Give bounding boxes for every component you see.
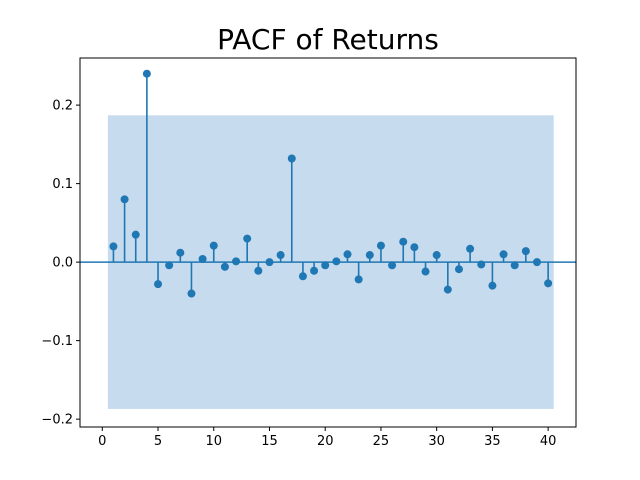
stem-marker <box>254 266 263 275</box>
stem-marker <box>232 257 241 266</box>
stem-marker <box>209 241 218 250</box>
y-tick-label: −0.1 <box>41 334 73 349</box>
stem-marker <box>176 248 185 257</box>
stem-marker <box>187 289 196 298</box>
stem-marker <box>443 285 452 294</box>
stem-marker <box>499 250 508 259</box>
axes-frame <box>79 57 577 428</box>
x-tick-label: 35 <box>484 434 501 449</box>
stem-marker <box>477 260 486 269</box>
stem-marker <box>109 242 118 251</box>
stem-marker <box>198 254 207 263</box>
stem-marker <box>276 251 285 260</box>
chart-title: PACF of Returns <box>217 23 439 56</box>
stem-marker <box>410 243 419 252</box>
stem-marker <box>332 257 341 266</box>
stem-marker <box>488 281 497 290</box>
x-tick-label: 40 <box>540 434 557 449</box>
stem-marker <box>165 261 174 270</box>
stem-marker <box>454 265 463 274</box>
x-tick-label: 0 <box>98 434 106 449</box>
stem-marker <box>466 244 475 253</box>
stem-marker <box>321 261 330 270</box>
stem-marker <box>287 154 296 163</box>
stem-marker <box>265 258 274 267</box>
stem-marker <box>421 267 430 276</box>
x-tick-label: 30 <box>428 434 445 449</box>
stem-marker <box>220 262 229 271</box>
stem-marker <box>521 247 530 256</box>
axes: 0 5 10 15 20 25 30 35 40 −0.2 −0.1 0.0 0.1 0.2 <box>41 57 577 449</box>
stem-marker <box>532 258 541 267</box>
y-tick-label: 0.2 <box>52 99 73 114</box>
stem-marker <box>142 69 151 78</box>
y-tick-label: −0.2 <box>41 413 73 428</box>
stem-marker <box>544 279 553 288</box>
stem-marker <box>354 275 363 284</box>
x-tick-label: 15 <box>261 434 278 449</box>
y-tick-label: 0.1 <box>52 177 73 192</box>
stem-marker <box>399 237 408 246</box>
stem-marker <box>298 272 307 281</box>
stem-marker <box>154 280 163 289</box>
x-tick-label: 25 <box>373 434 390 449</box>
stem-marker <box>131 230 140 239</box>
stem-marker <box>376 241 385 250</box>
x-tick-label: 5 <box>154 434 162 449</box>
stem-marker <box>388 261 397 270</box>
x-tick-label: 10 <box>205 434 222 449</box>
stem-marker <box>432 251 441 260</box>
stem-marker <box>510 261 519 270</box>
y-tick-label: 0.0 <box>52 256 73 271</box>
stem-marker <box>310 266 319 275</box>
stem-marker <box>243 234 252 243</box>
stem-marker <box>365 251 374 260</box>
plot-area <box>80 69 576 409</box>
x-tick-label: 20 <box>317 434 334 449</box>
stem-marker <box>343 250 352 259</box>
stem-marker <box>120 195 129 204</box>
